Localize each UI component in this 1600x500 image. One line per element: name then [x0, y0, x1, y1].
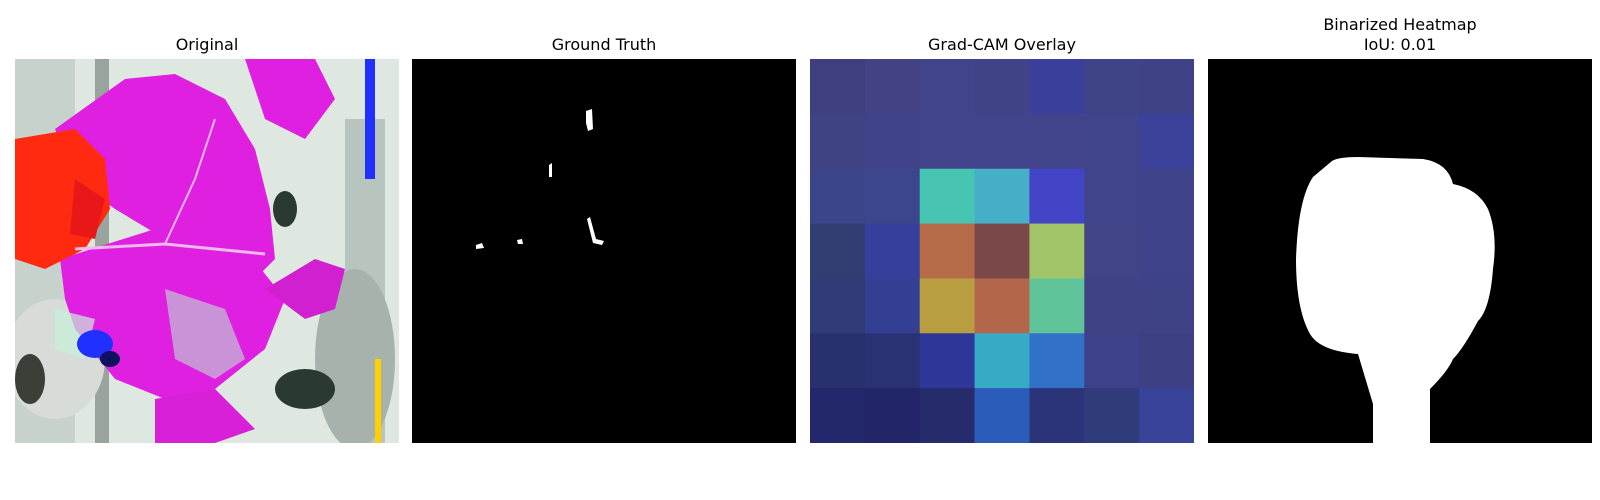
gradcam-cell	[1029, 224, 1084, 279]
gradcam-cell	[975, 388, 1030, 443]
gradcam-cell	[1029, 114, 1084, 169]
ground-truth-mask	[412, 59, 796, 443]
gradcam-cell	[1084, 333, 1139, 388]
gradcam-cell	[865, 224, 920, 279]
gradcam-overlay-image	[810, 59, 1194, 443]
gradcam-cell	[920, 388, 975, 443]
gradcam-cell	[810, 278, 865, 333]
gradcam-cell	[1084, 388, 1139, 443]
gradcam-cell	[920, 59, 975, 114]
gradcam-cell	[1029, 169, 1084, 224]
gradcam-cell	[975, 59, 1030, 114]
gradcam-cell	[920, 114, 975, 169]
gradcam-cell	[920, 224, 975, 279]
gradcam-cell	[865, 278, 920, 333]
gradcam-cell	[810, 388, 865, 443]
gradcam-cell	[810, 59, 865, 114]
gradcam-cell	[1139, 114, 1194, 169]
gradcam-cell	[1029, 333, 1084, 388]
gradcam-cell	[975, 278, 1030, 333]
gradcam-cell	[1139, 278, 1194, 333]
gradcam-cell	[1084, 224, 1139, 279]
gradcam-cell	[810, 169, 865, 224]
gradcam-cell	[810, 114, 865, 169]
gradcam-cell	[920, 278, 975, 333]
gradcam-cell	[1029, 388, 1084, 443]
original-image	[15, 59, 399, 443]
gradcam-cell	[975, 224, 1030, 279]
gradcam-cell	[810, 224, 865, 279]
panel-title-original: Original	[15, 35, 399, 55]
gradcam-cell	[1139, 333, 1194, 388]
panel-title-gradcam: Grad-CAM Overlay	[810, 35, 1194, 55]
gradcam-cell	[1029, 278, 1084, 333]
gradcam-cell	[920, 333, 975, 388]
gradcam-cell	[865, 59, 920, 114]
gradcam-cell	[1084, 59, 1139, 114]
gradcam-cell	[1084, 114, 1139, 169]
binarized-heatmap-panel: Binarized Heatmap IoU: 0.01	[1208, 0, 1592, 500]
gradcam-cell	[975, 169, 1030, 224]
gradcam-cell	[865, 114, 920, 169]
gradcam-cell	[975, 114, 1030, 169]
gradcam-cell	[865, 169, 920, 224]
original-panel: Original	[15, 0, 399, 500]
binarized-title: Binarized Heatmap	[1323, 15, 1476, 34]
gradcam-cell	[1084, 169, 1139, 224]
gradcam-cell	[1139, 388, 1194, 443]
gradcam-cell	[1139, 59, 1194, 114]
gradcam-cell	[810, 333, 865, 388]
binarized-heatmap-mask	[1208, 59, 1592, 443]
iou-label: IoU: 0.01	[1364, 35, 1436, 54]
gradcam-overlay-panel: Grad-CAM Overlay	[810, 0, 1194, 500]
panel-title-ground-truth: Ground Truth	[412, 35, 796, 55]
gradcam-cell	[865, 333, 920, 388]
gradcam-cell	[920, 169, 975, 224]
gradcam-cell	[1139, 224, 1194, 279]
gradcam-cell	[1139, 169, 1194, 224]
gradcam-cell	[865, 388, 920, 443]
gradcam-cell	[1084, 278, 1139, 333]
gradcam-cell	[975, 333, 1030, 388]
ground-truth-panel: Ground Truth	[412, 0, 796, 500]
panel-title-binarized: Binarized Heatmap IoU: 0.01	[1208, 15, 1592, 55]
gradcam-cell	[1029, 59, 1084, 114]
